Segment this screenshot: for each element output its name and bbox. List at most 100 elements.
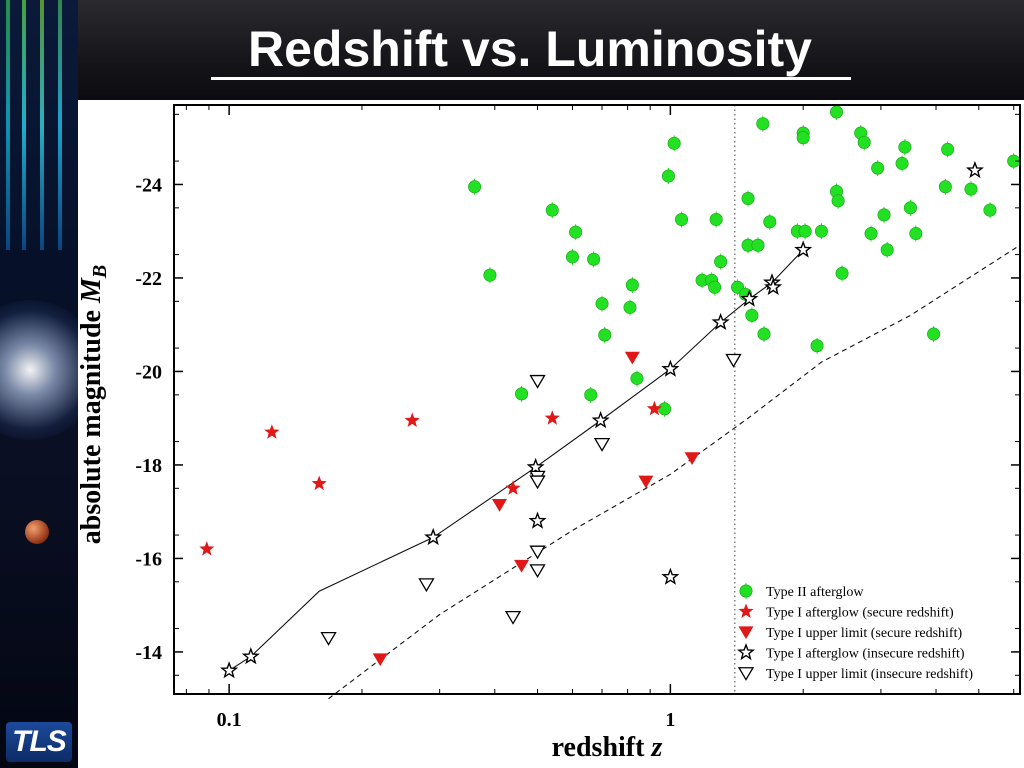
data-point-triangle-down-open <box>529 475 546 490</box>
data-point-circle <box>714 253 728 270</box>
data-point-circle <box>877 206 891 223</box>
point-marker <box>751 238 765 252</box>
point-marker <box>927 327 941 341</box>
data-point-star <box>264 424 280 439</box>
data-point-star-open <box>526 457 545 475</box>
page-title: Redshift vs. Luminosity <box>248 21 812 77</box>
point-marker <box>814 224 828 238</box>
chart-panel: -14 -16 -18 -20 -22 -24 0.1 1 redshift z absolute… <box>78 100 1024 768</box>
y-tick-label: -22 <box>135 268 162 290</box>
point-marker <box>739 584 753 598</box>
data-point-circle <box>598 326 612 343</box>
point-marker <box>714 255 728 269</box>
light-beam <box>22 0 26 250</box>
data-point-circle <box>903 199 917 216</box>
data-point-circle <box>661 168 675 185</box>
legend-marker <box>737 643 755 661</box>
data-point-triangle-down-filled <box>492 499 508 512</box>
y-tick-label: -20 <box>135 361 162 383</box>
point-marker <box>756 117 770 131</box>
data-point-star-open <box>528 511 547 529</box>
data-point-circle <box>938 178 952 195</box>
data-point-circle <box>941 141 955 158</box>
data-point-circle <box>584 386 598 403</box>
point-marker <box>623 300 637 314</box>
data-point-star-open <box>591 410 610 429</box>
chart-points <box>199 104 1021 679</box>
point-marker <box>483 268 497 282</box>
data-point-circle <box>587 251 601 268</box>
point-marker <box>598 328 612 342</box>
data-point-circle <box>830 104 844 121</box>
legend-label: Type I afterglow (insecure redshift) <box>766 647 965 662</box>
point-marker <box>661 169 675 183</box>
point-marker <box>941 142 955 156</box>
point-marker <box>625 278 639 292</box>
fit-line <box>228 249 804 672</box>
legend-marker <box>737 667 755 681</box>
data-point-circle <box>658 400 672 417</box>
point-marker <box>903 201 917 215</box>
data-point-circle <box>595 295 609 312</box>
data-point-circle <box>880 241 894 258</box>
point-marker <box>864 227 878 241</box>
point-marker <box>630 371 644 385</box>
data-point-star <box>646 400 662 416</box>
data-point-triangle-down-open <box>529 564 546 579</box>
point-marker <box>909 227 923 241</box>
data-point-star-open <box>711 312 730 331</box>
point-marker <box>983 203 997 217</box>
point-marker <box>757 327 771 341</box>
tls-logo: TLS <box>6 722 72 762</box>
point-marker <box>675 213 689 227</box>
data-point-circle <box>796 129 810 146</box>
data-point-triangle-down-open <box>529 374 546 389</box>
data-point-triangle-down-filled <box>638 475 654 489</box>
data-point-circle <box>927 326 941 343</box>
data-point-circle <box>515 385 529 402</box>
data-point-circle <box>709 211 723 228</box>
point-marker <box>895 156 909 170</box>
data-point-circle <box>831 192 845 209</box>
y-tick-label: -16 <box>135 548 162 570</box>
data-point-triangle-down-filled <box>684 452 700 466</box>
data-point-circle <box>814 223 828 240</box>
data-point-star <box>505 480 521 495</box>
point-marker <box>595 297 609 311</box>
data-point-triangle-down-filled <box>514 559 530 573</box>
chart-legend: Type II afterglow Type I afterglow (secur… <box>737 583 973 682</box>
data-point-triangle-down-open <box>725 353 742 368</box>
data-point-circle <box>909 225 923 242</box>
legend-marker <box>738 603 754 618</box>
data-point-triangle-down-open <box>418 578 435 593</box>
y-tick-label: -18 <box>135 455 162 477</box>
legend-marker <box>738 626 754 640</box>
plot-frame <box>173 104 1021 695</box>
point-marker <box>584 388 598 402</box>
data-point-circle <box>857 134 871 151</box>
title-background <box>0 0 1024 100</box>
x-tick-label: 1 <box>665 709 675 731</box>
data-point-triangle-down-open <box>504 610 522 625</box>
title-underline <box>211 77 851 80</box>
data-point-triangle-down-filled <box>372 653 388 667</box>
data-point-circle <box>898 139 912 156</box>
data-point-circle <box>964 181 978 198</box>
point-marker <box>831 194 845 208</box>
data-point-circle <box>630 370 644 387</box>
data-point-star-open <box>740 289 759 307</box>
data-point-star-open <box>965 160 984 179</box>
x-tick-label: 0.1 <box>217 709 242 731</box>
data-point-star-open <box>794 240 813 258</box>
data-point-star-open <box>661 567 680 585</box>
point-marker <box>938 180 952 194</box>
data-point-circle <box>667 135 681 152</box>
detection-limit-line <box>328 244 1021 700</box>
data-point-triangle-down-open <box>320 632 337 646</box>
point-marker <box>964 182 978 196</box>
point-marker <box>667 136 681 150</box>
data-point-circle <box>625 276 639 293</box>
legend-marker <box>739 583 753 599</box>
point-marker <box>763 215 777 229</box>
point-marker <box>569 225 583 239</box>
